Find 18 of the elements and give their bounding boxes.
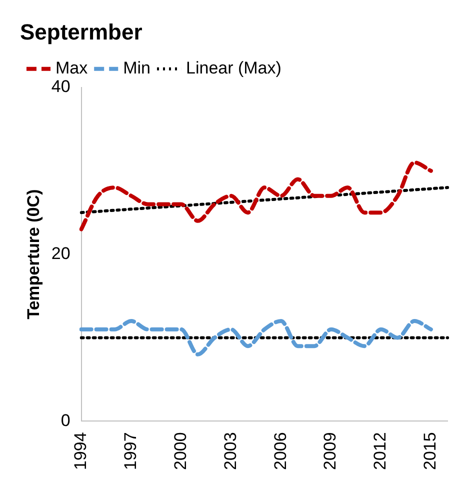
line-series [79,319,433,356]
y-tick-label: 40 [51,77,70,96]
legend-label: Min [123,58,151,78]
y-tick-label: 0 [60,410,70,430]
x-tick-label: 1994 [70,432,90,470]
x-tick-label: 2015 [420,432,440,470]
legend-label: Linear (Max) [186,58,282,78]
y-tick-label: 20 [51,244,70,263]
y-axis-title: Temperture (0C) [24,189,43,320]
line-series [79,160,433,232]
x-tick-label: 2003 [220,432,240,470]
x-tick-label: 2012 [370,432,390,470]
chart-title: Septermber [20,19,143,44]
x-tick-label: 2006 [270,432,290,470]
legend-label: Max [56,58,88,78]
x-tick-label: 2009 [320,432,340,470]
x-tick-label: 1997 [120,432,140,470]
x-tick-label: 2000 [170,432,190,470]
